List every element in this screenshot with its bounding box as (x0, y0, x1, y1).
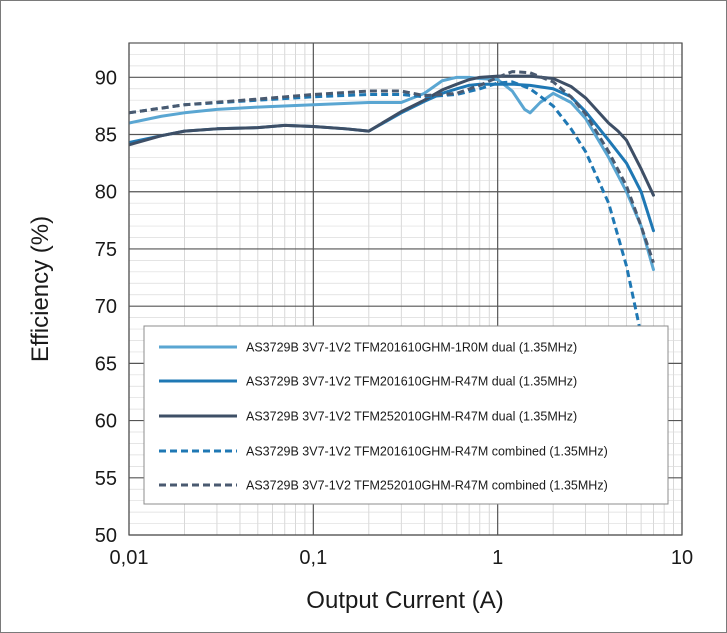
y-axis-label: Efficiency (%) (27, 216, 54, 362)
y-tick-label: 70 (95, 296, 117, 318)
legend-label: AS3729B 3V7-1V2 TFM252010GHM-R47M dual (… (246, 410, 577, 424)
legend-label: AS3729B 3V7-1V2 TFM252010GHM-R47M combin… (246, 479, 608, 493)
y-tick-label: 65 (95, 353, 117, 375)
series-line-4 (129, 80, 655, 478)
legend: AS3729B 3V7-1V2 TFM201610GHM-1R0M dual (… (143, 325, 669, 505)
y-tick-label: 85 (95, 125, 117, 147)
y-tick-label: 90 (95, 67, 117, 89)
series-line-3 (129, 74, 655, 197)
series-line-5 (129, 70, 655, 264)
tick-labels: 0,01 0,1 1 10 50 55 60 65 70 75 80 85 90 (95, 67, 693, 569)
y-tick-label: 50 (95, 525, 117, 547)
legend-label: AS3729B 3V7-1V2 TFM201610GHM-R47M dual (… (246, 375, 577, 389)
y-tick-label: 75 (95, 239, 117, 261)
x-tick-label: 0,1 (299, 547, 327, 569)
x-tick-label: 10 (671, 547, 693, 569)
x-axis-label: Output Current (A) (306, 587, 503, 614)
y-tick-label: 60 (95, 411, 117, 433)
legend-label: AS3729B 3V7-1V2 TFM201610GHM-R47M combin… (246, 445, 608, 459)
legend-label: AS3729B 3V7-1V2 TFM201610GHM-1R0M dual (… (246, 341, 577, 355)
y-tick-label: 80 (95, 182, 117, 204)
series-layer (129, 70, 655, 478)
plot-border (128, 42, 683, 536)
y-tick-label: 55 (95, 468, 117, 490)
x-tick-label: 0,01 (110, 547, 149, 569)
x-tick-label: 1 (492, 547, 503, 569)
